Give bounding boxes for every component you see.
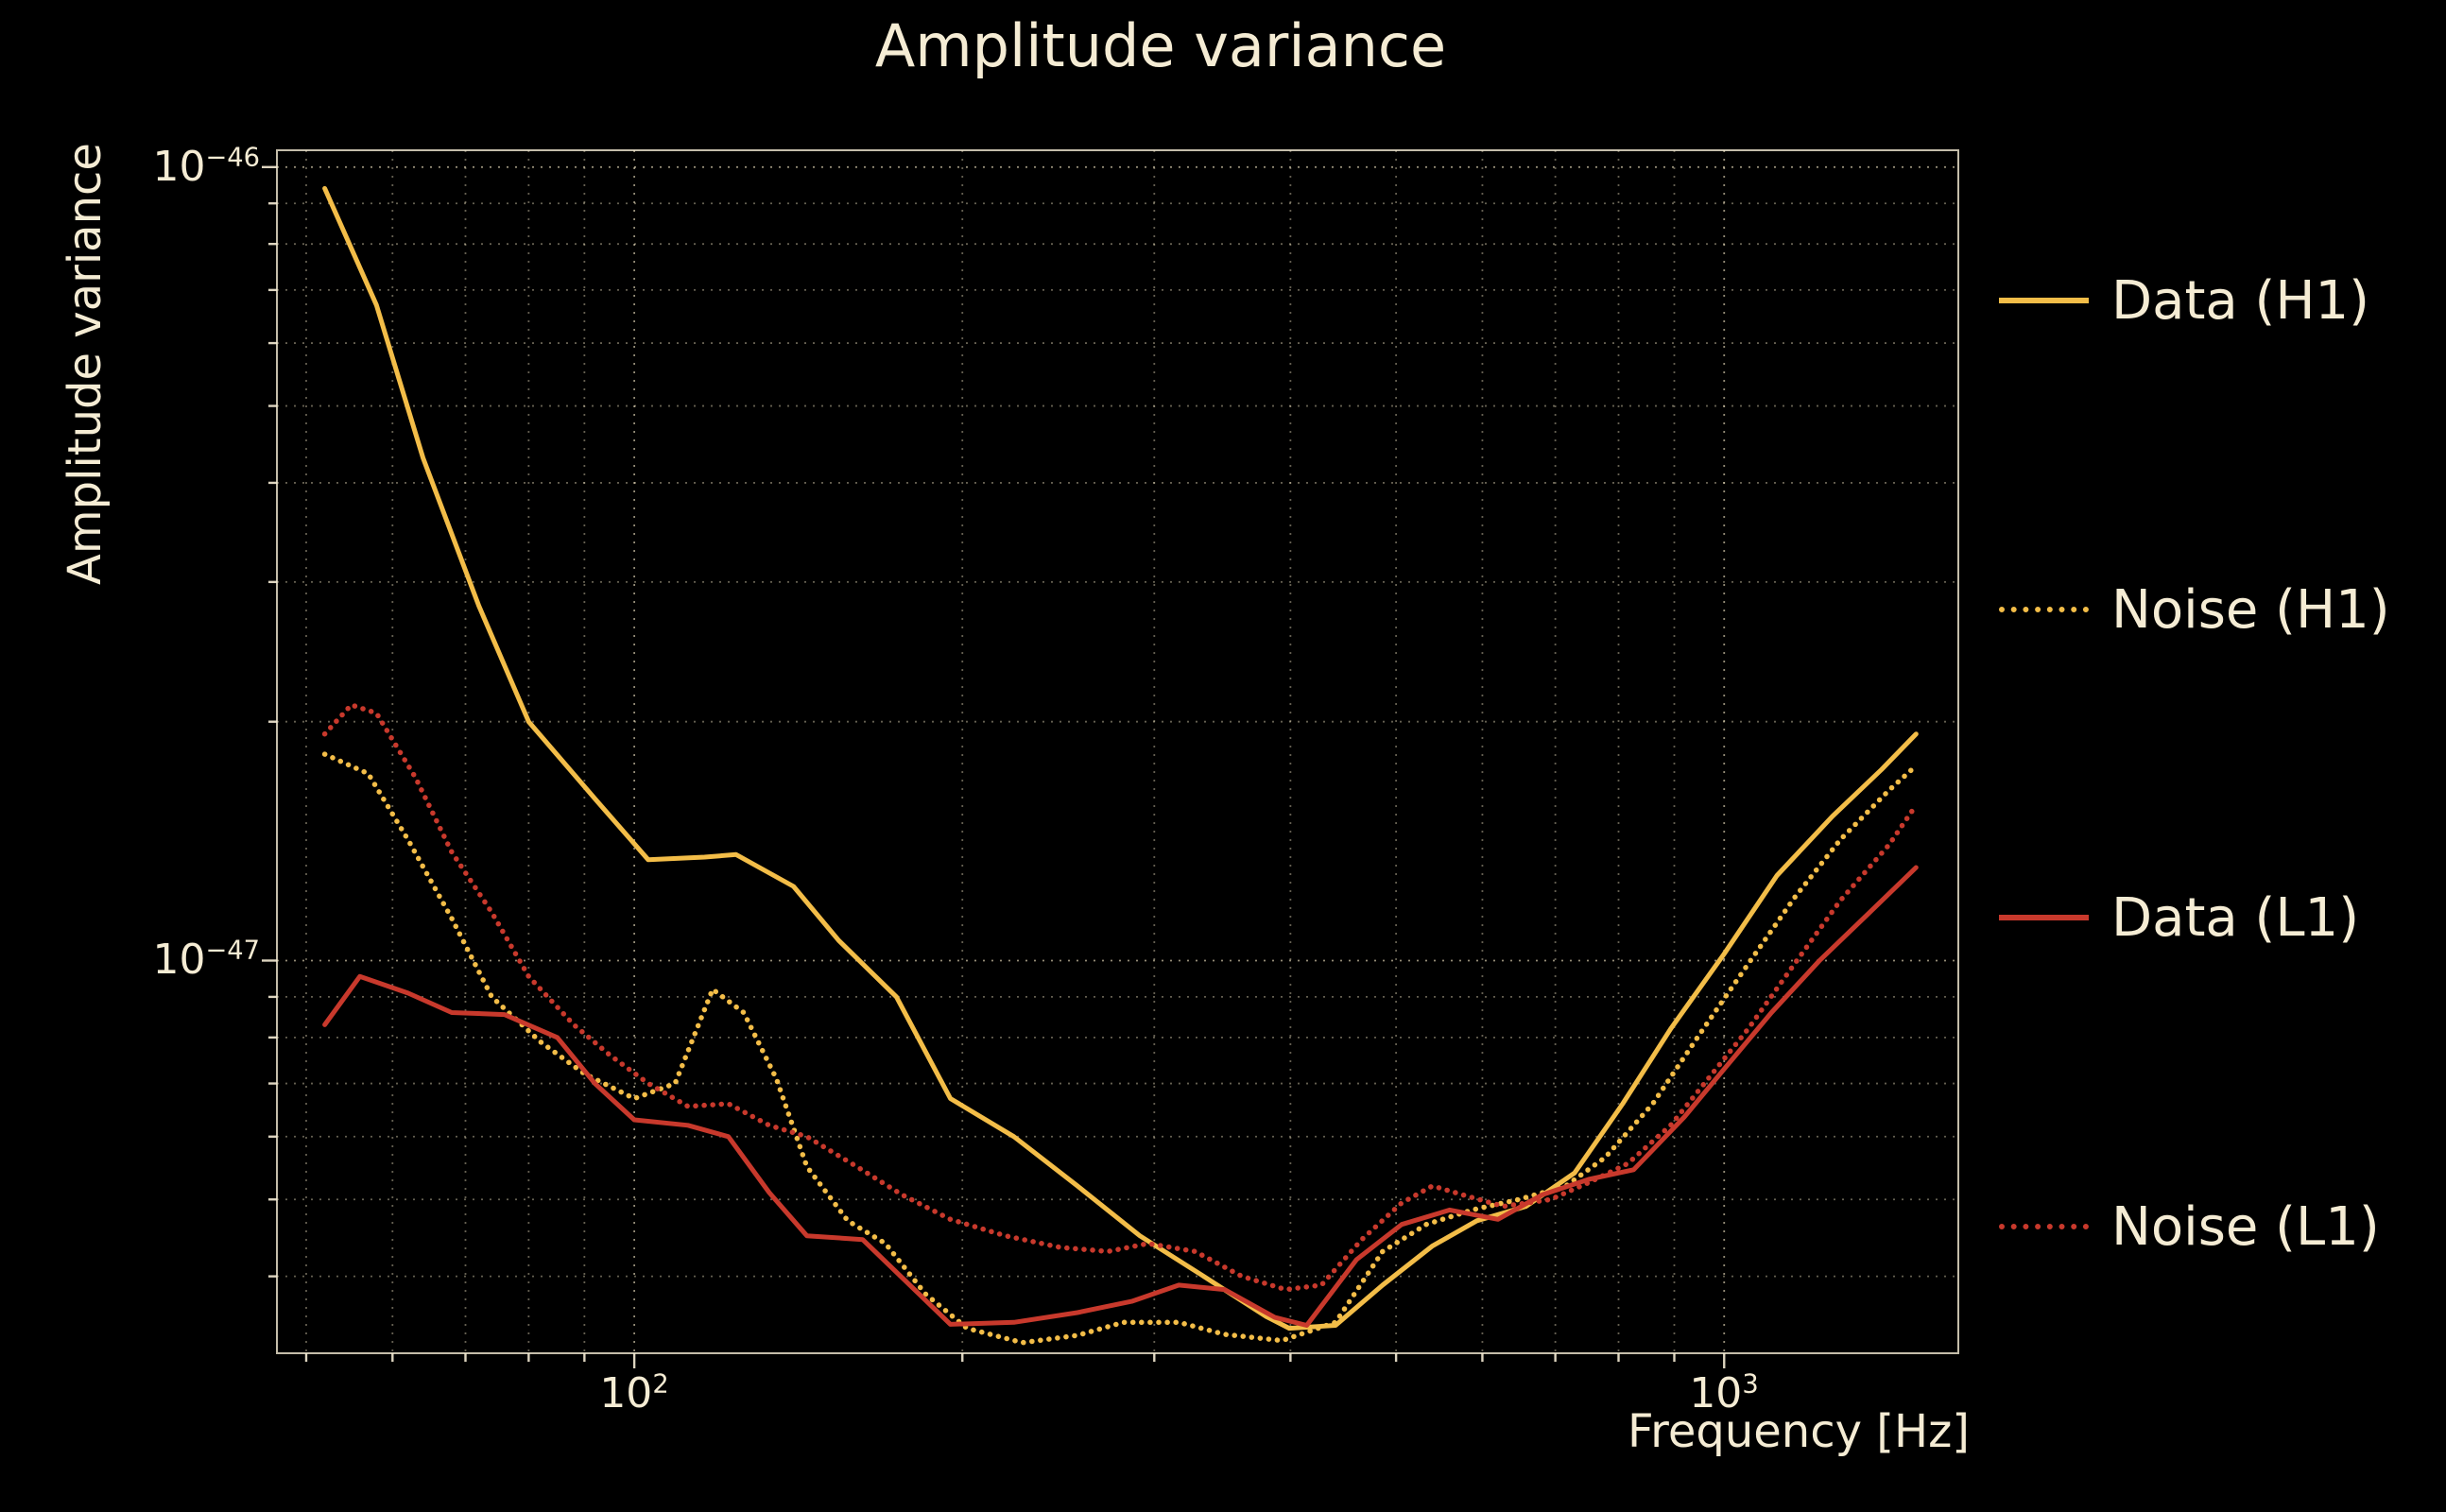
legend-item-data-h1: Data (H1) xyxy=(1999,263,2443,338)
tick-base: 10 xyxy=(599,1369,653,1418)
legend-line-sample-dotted-gold xyxy=(1999,607,2089,612)
legend-line-sample-solid-red xyxy=(1999,915,2089,920)
legend-item-noise-h1: Noise (H1) xyxy=(1999,572,2443,647)
tick-exponent: −46 xyxy=(205,143,260,173)
legend-label-data-h1: Data (H1) xyxy=(2111,269,2369,332)
legend-line-sample-solid-gold xyxy=(1999,298,2089,303)
x-tick-label-1000: 103 xyxy=(1629,1365,1818,1423)
legend-label-data-l1: Data (L1) xyxy=(2111,886,2360,949)
tick-exponent: 2 xyxy=(652,1369,669,1400)
tick-exponent: 3 xyxy=(1742,1369,1759,1400)
tick-base: 10 xyxy=(152,936,206,984)
y-tick-label-1e-46: 10−46 xyxy=(85,138,260,197)
x-axis-label: Frequency [Hz] xyxy=(1628,1405,1970,1458)
legend-item-data-l1: Data (L1) xyxy=(1999,880,2443,955)
legend-item-noise-l1: Noise (L1) xyxy=(1999,1189,2443,1264)
legend-label-noise-l1: Noise (L1) xyxy=(2111,1195,2380,1258)
chart-title: Amplitude variance xyxy=(874,11,1447,80)
y-tick-label-1e-47: 10−47 xyxy=(85,931,260,989)
y-axis-label: Amplitude variance xyxy=(59,143,112,585)
x-tick-label-100: 102 xyxy=(540,1365,729,1423)
legend-label-noise-h1: Noise (H1) xyxy=(2111,578,2390,641)
legend-line-sample-dotted-red xyxy=(1999,1224,2089,1229)
tick-exponent: −47 xyxy=(205,936,260,966)
tick-base: 10 xyxy=(1689,1369,1743,1418)
tick-base: 10 xyxy=(152,143,206,191)
